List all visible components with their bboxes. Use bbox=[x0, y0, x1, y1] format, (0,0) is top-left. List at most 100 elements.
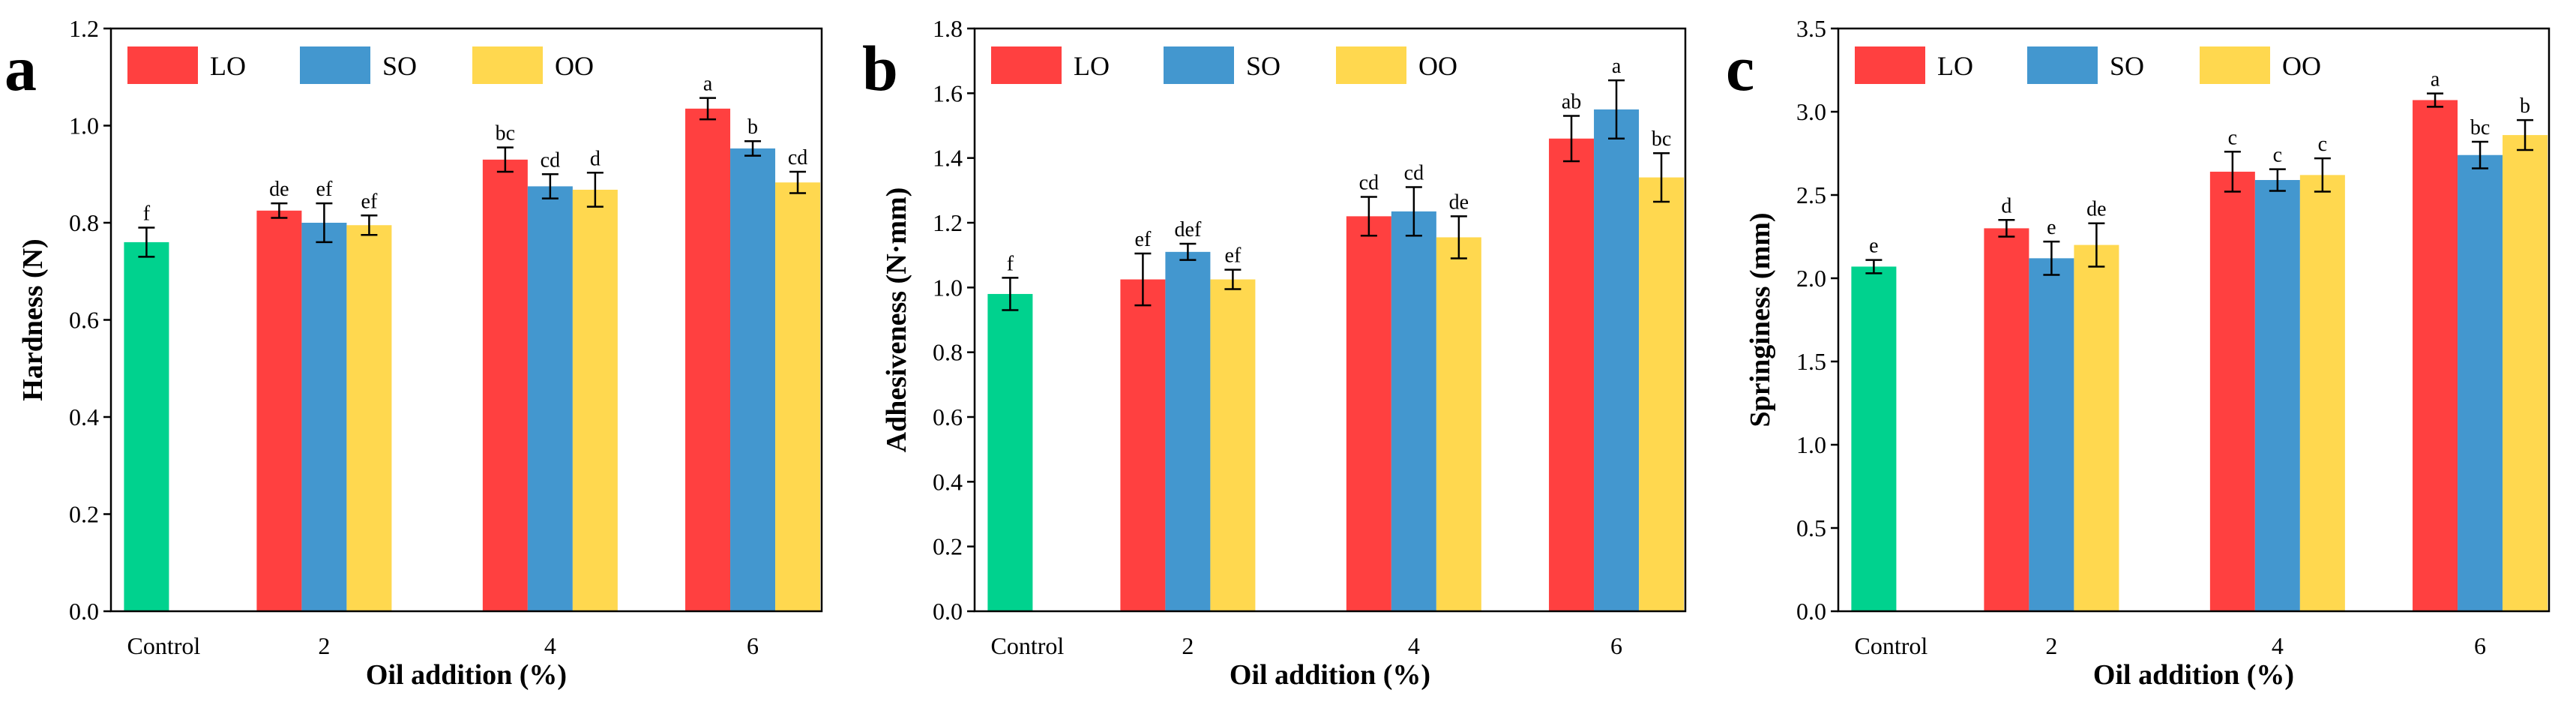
y-tick-label: 0.2 bbox=[69, 501, 99, 528]
y-tick-label: 0.2 bbox=[933, 533, 963, 560]
x-tick-label: 2 bbox=[2045, 632, 2057, 659]
x-axis-label: Oil addition (%) bbox=[366, 659, 567, 691]
legend-swatch-lo bbox=[1855, 46, 1925, 84]
significance-letter: cd bbox=[1359, 171, 1379, 194]
panel-letter: b bbox=[862, 32, 898, 104]
bar-oo-6 bbox=[2503, 135, 2548, 611]
y-tick-label: 0.0 bbox=[69, 598, 99, 625]
panel-c: c 0.0 0.5 1.0 1.5 2.0 2.5 3.0 3.5 Springiness (mm… bbox=[1726, 15, 2551, 691]
legend-swatch-so bbox=[300, 46, 370, 84]
significance-letter: d bbox=[2001, 194, 2011, 218]
x-tick-label: 4 bbox=[544, 632, 556, 659]
bar-lo-4 bbox=[2209, 171, 2255, 612]
x-tick-label: Control bbox=[991, 632, 1065, 659]
legend-label-lo: LO bbox=[1937, 51, 1973, 81]
bar-so-4 bbox=[2254, 180, 2300, 611]
significance-letter: f bbox=[143, 202, 151, 225]
bar-so-4 bbox=[1391, 211, 1436, 611]
significance-letter: cd bbox=[1404, 162, 1424, 185]
significance-letter: cd bbox=[541, 148, 560, 172]
plot-frame bbox=[973, 27, 1687, 613]
panel-letter: a bbox=[4, 32, 37, 104]
plot-frame bbox=[1837, 27, 2551, 613]
legend-swatch-oo bbox=[472, 46, 543, 84]
significance-letter: b bbox=[747, 116, 758, 139]
legend-label-oo: OO bbox=[2282, 51, 2321, 81]
legend-swatch-so bbox=[1164, 46, 1234, 84]
panel-b: b 0.0 0.2 0.4 0.6 0.8 1.0 1.2 1.4 1.6 1.8 Adhesiven… bbox=[862, 15, 1687, 691]
y-tick-label: 3.5 bbox=[1796, 15, 1826, 42]
y-tick-label: 0.4 bbox=[69, 404, 99, 430]
legend-label-so: SO bbox=[2110, 51, 2144, 81]
y-tick-label: 1.8 bbox=[933, 15, 963, 42]
y-tick-label: 2.5 bbox=[1796, 182, 1826, 208]
bar-so-6 bbox=[2458, 154, 2503, 612]
x-tick-label: 2 bbox=[1182, 632, 1194, 659]
significance-letter: f bbox=[1007, 252, 1014, 275]
y-tick-label: 1.4 bbox=[933, 145, 963, 172]
y-tick-label: 2.0 bbox=[1796, 265, 1826, 292]
bar-lo-4 bbox=[482, 159, 528, 611]
y-tick-label: 0.5 bbox=[1796, 514, 1826, 542]
bar-lo-6 bbox=[685, 108, 731, 611]
x-tick-label: 4 bbox=[1408, 632, 1420, 659]
significance-letter: b bbox=[2520, 94, 2530, 118]
y-tick-label: 1.0 bbox=[1796, 431, 1826, 458]
bar-oo-2 bbox=[1210, 279, 1256, 611]
y-tick-label: 0.6 bbox=[69, 307, 99, 334]
y-tick-label: 0.8 bbox=[933, 339, 963, 366]
y-axis-label: Adhesiveness (N·mm) bbox=[881, 188, 912, 453]
y-tick-label: 1.2 bbox=[933, 209, 963, 236]
legend-swatch-oo bbox=[1336, 46, 1406, 84]
legend-label-so: SO bbox=[1246, 51, 1281, 81]
y-tick-label: 1.2 bbox=[69, 15, 99, 42]
x-tick-label: 6 bbox=[747, 632, 759, 659]
bar-lo-2 bbox=[1120, 279, 1166, 611]
panel-letter: c bbox=[1726, 32, 1754, 104]
bar-oo-4 bbox=[2299, 175, 2345, 612]
significance-letter: c bbox=[2318, 133, 2327, 156]
bar-control bbox=[124, 242, 169, 611]
legend-label-oo: OO bbox=[1418, 51, 1457, 81]
y-tick-label: 0.6 bbox=[933, 404, 963, 430]
significance-letter: de bbox=[2086, 198, 2106, 221]
significance-letter: ef bbox=[1225, 244, 1242, 268]
significance-letter: ab bbox=[1562, 91, 1581, 114]
legend-label-lo: LO bbox=[1074, 51, 1110, 81]
y-tick-label: 0.8 bbox=[69, 209, 99, 236]
x-tick-label: 2 bbox=[318, 632, 330, 659]
bar-lo-2 bbox=[256, 210, 302, 611]
legend-swatch-oo bbox=[2200, 46, 2270, 84]
legend-label-lo: LO bbox=[210, 51, 246, 81]
y-axis-label: Springiness (mm) bbox=[1745, 212, 1776, 427]
bar-control bbox=[1851, 266, 1897, 611]
bar-so-2 bbox=[301, 223, 347, 611]
y-tick-label: 0.0 bbox=[1796, 598, 1826, 625]
y-tick-label: 1.0 bbox=[69, 112, 99, 140]
significance-letter: bc bbox=[2470, 116, 2490, 140]
x-axis-label: Oil addition (%) bbox=[2093, 659, 2294, 691]
y-tick-label: 0.4 bbox=[933, 468, 963, 495]
significance-letter: c bbox=[2273, 144, 2282, 167]
bar-lo-6 bbox=[1549, 138, 1595, 611]
y-tick-label: 1.0 bbox=[933, 274, 963, 301]
bar-so-2 bbox=[1165, 251, 1211, 611]
significance-letter: de bbox=[269, 178, 289, 201]
significance-letter: a bbox=[1612, 55, 1622, 78]
bar-so-6 bbox=[730, 148, 776, 611]
significance-letter: def bbox=[1175, 218, 1202, 242]
x-tick-label: Control bbox=[127, 632, 201, 659]
bar-so-4 bbox=[527, 186, 573, 611]
x-tick-label: Control bbox=[1855, 632, 1928, 659]
legend-label-oo: OO bbox=[555, 51, 594, 81]
y-tick-label: 3.0 bbox=[1796, 98, 1826, 125]
significance-letter: ef bbox=[1135, 228, 1152, 251]
bar-lo-6 bbox=[2413, 100, 2458, 611]
significance-letter: ef bbox=[316, 178, 333, 201]
significance-letter: a bbox=[703, 73, 713, 96]
legend-swatch-lo bbox=[991, 46, 1062, 84]
legend-swatch-so bbox=[2027, 46, 2098, 84]
x-tick-label: 6 bbox=[2474, 632, 2486, 659]
significance-letter: de bbox=[1449, 190, 1469, 214]
